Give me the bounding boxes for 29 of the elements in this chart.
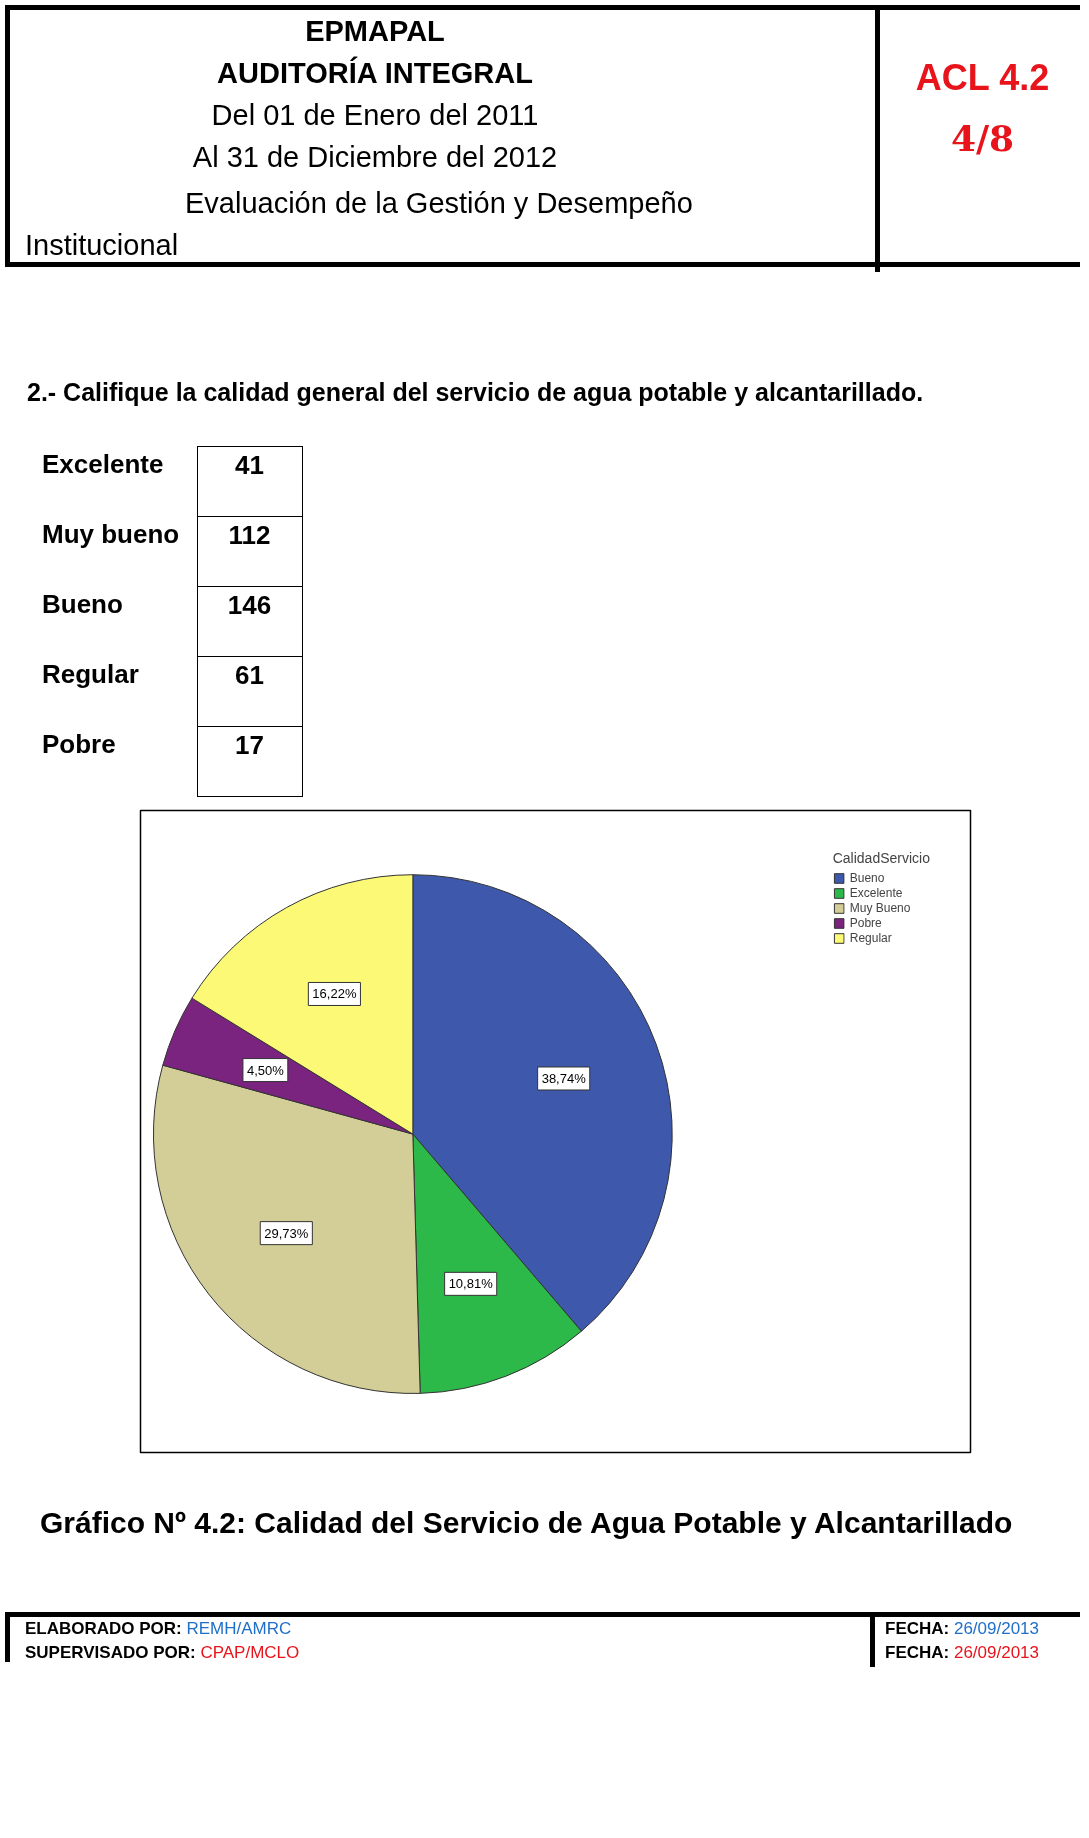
text: Al 31 de Diciembre del 2012 xyxy=(192,141,558,173)
text: Evaluación de la Gestión y Desempeño Institucional xyxy=(25,187,693,261)
legend-label: Pobre xyxy=(849,916,882,930)
text: Pobre 17 xyxy=(42,729,264,760)
text: SUPERVISADO POR: CPAP/MCLO xyxy=(25,1643,300,1662)
text: AUDITORÍA INTEGRAL xyxy=(217,57,533,89)
text: ELABORADO POR: REMH/AMRC xyxy=(25,1619,292,1638)
legend-label: Muy Bueno xyxy=(849,901,911,915)
text: Del 01 de Enero del 2011 xyxy=(211,99,539,131)
data-label: 4,50% xyxy=(246,1062,285,1078)
text: Bueno 146 xyxy=(42,589,272,620)
text: Gráfico Nº 4.2: Calidad del Servicio de Agua Potable y Alcantarillado xyxy=(39,1505,1013,1541)
legend-label: Regular xyxy=(849,931,892,945)
text: Regular 61 xyxy=(42,659,264,690)
text: 2.- Califique la calidad general del servicio de agua potable y alcantarillado. xyxy=(27,377,924,408)
text: FECHA: 26/09/2013 xyxy=(885,1643,1040,1662)
data-label: 16,22% xyxy=(312,986,357,1002)
data-label: 38,74% xyxy=(541,1070,587,1086)
text: Muy bueno 112 xyxy=(42,519,271,550)
legend-title: CalidadServicio xyxy=(832,850,930,866)
text: FECHA: 26/09/2013 xyxy=(885,1619,1040,1638)
data-label: 29,73% xyxy=(264,1225,309,1241)
legend-label: Excelente xyxy=(849,886,903,900)
legend-label: Bueno xyxy=(849,871,885,885)
text: Excelente 41 xyxy=(42,449,264,480)
text: 4/8 xyxy=(950,117,1015,159)
data-label: 10,81% xyxy=(448,1276,494,1292)
text: ACL 4.2 xyxy=(915,57,1050,98)
text: EPMAPAL xyxy=(305,15,445,47)
